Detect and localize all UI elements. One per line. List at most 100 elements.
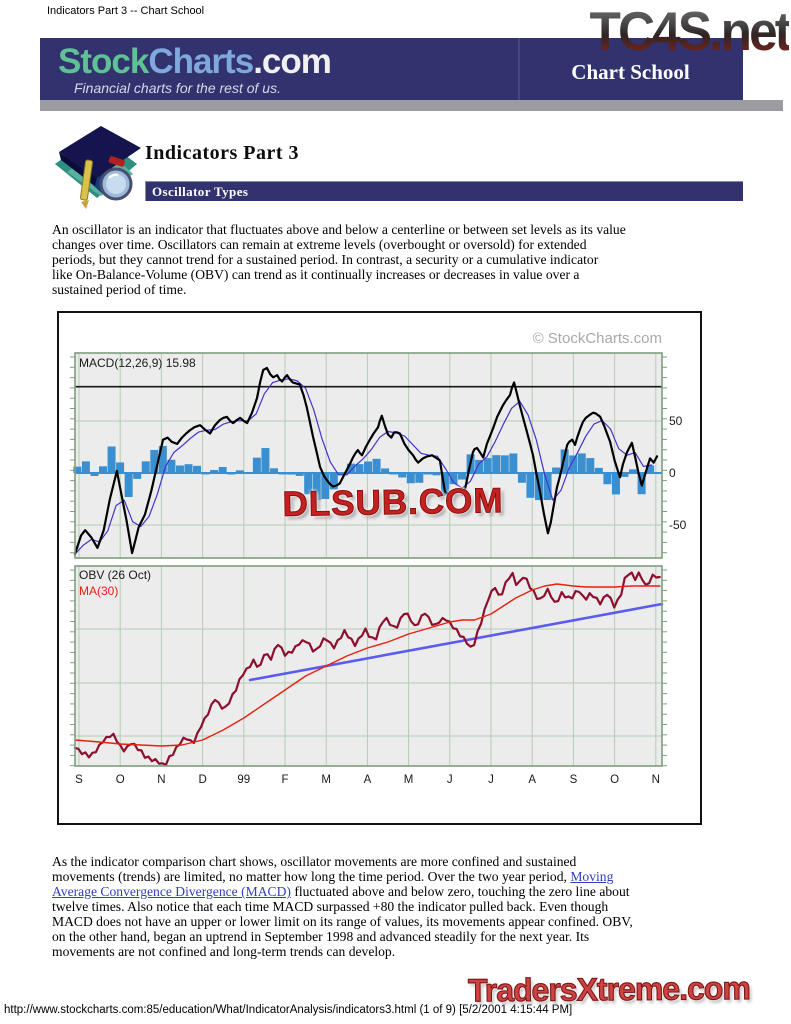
macd-histogram-bar: [526, 473, 535, 498]
macd-histogram-bar: [304, 473, 313, 495]
banner-divider: [518, 38, 520, 100]
x-axis-month-label: O: [610, 774, 619, 786]
macd-histogram-bar: [406, 473, 415, 484]
macd-histogram-bar: [346, 463, 355, 473]
page-title: Indicators Part 3: [145, 142, 300, 164]
macd-histogram-bar: [184, 464, 193, 473]
macd-histogram-bar: [167, 459, 176, 473]
intro-paragraph-text: An oscillator is an indicator that fluct…: [52, 222, 626, 297]
brand-stock: Stock: [58, 42, 149, 81]
macd-line: [73, 366, 659, 556]
macd-y-tick-label: -50: [669, 518, 687, 532]
macd-histogram-bar: [577, 453, 586, 473]
macd-histogram-bar: [475, 459, 484, 473]
obv-trendline: [248, 602, 664, 682]
tradersxtreme-watermark-logo: TradersXtreme.com: [467, 969, 750, 1009]
indicator-comparison-chart: © StockCharts.com MACD(12,26,9) 15.98 OBV …: [57, 311, 702, 825]
macd-histogram-bar: [629, 469, 638, 473]
graduation-cap-illustration: [45, 112, 145, 215]
macd-histogram-bar: [364, 461, 373, 473]
macd-y-tick-label: 0: [669, 466, 676, 480]
macd-histogram-bar: [560, 449, 569, 473]
x-axis-month-label: S: [75, 774, 83, 786]
x-axis-month-label: N: [157, 774, 165, 786]
macd-histogram-bar: [415, 473, 424, 483]
x-axis-month-label: N: [652, 774, 660, 786]
macd-histogram-bar: [500, 455, 509, 473]
macd-histogram-bar: [432, 473, 441, 476]
analysis-paragraph-text-post: fluctuated above and below zero, touchin…: [52, 884, 633, 959]
x-axis-month-label: M: [321, 774, 331, 786]
macd-histogram-bar: [329, 473, 338, 490]
macd-histogram-bar: [269, 468, 278, 473]
stockcharts-logo: StockCharts.com: [58, 42, 332, 82]
section-heading-bar: Oscillator Types: [145, 181, 743, 201]
macd-histogram-bar: [569, 455, 578, 473]
macd-histogram-bar: [107, 446, 116, 473]
x-axis-month-label: O: [116, 774, 125, 786]
macd-histogram-bar: [517, 473, 526, 483]
macd-histogram-bar: [193, 465, 202, 473]
brand-tagline: Financial charts for the rest of us.: [74, 80, 281, 96]
macd-y-tick-label: 50: [669, 414, 683, 428]
macd-histogram-bar: [321, 473, 330, 499]
macd-histogram-bar: [98, 466, 107, 473]
x-axis-month-label: S: [570, 774, 578, 786]
macd-histogram-bar: [295, 473, 304, 476]
tc4s-watermark-logo: TC4S.net: [589, 1, 791, 63]
macd-histogram-bar: [603, 473, 612, 485]
x-axis-month-label: 99: [237, 774, 250, 786]
macd-histogram-bar: [552, 467, 561, 473]
x-axis-month-label: J: [447, 774, 453, 786]
macd-histogram-bar: [381, 468, 390, 473]
stockcharts-copyright: © StockCharts.com: [533, 330, 662, 347]
panel-background: [75, 566, 662, 766]
macd-article-link[interactable]: Moving Average Convergence Divergence (M…: [52, 869, 614, 899]
macd-legend: MACD(12,26,9) 15.98: [79, 356, 196, 370]
macd-histogram-bar: [458, 473, 467, 480]
macd-histogram-bar: [355, 464, 364, 473]
macd-obv-chart-canvas: © StockCharts.com MACD(12,26,9) 15.98 OBV …: [70, 330, 687, 786]
macd-histogram-bar: [312, 473, 321, 501]
obv-legend: OBV (26 Oct): [79, 568, 151, 582]
banner-gray-strip: [40, 100, 783, 111]
macd-histogram-bar: [150, 449, 159, 473]
panel-border: [74, 565, 663, 767]
x-axis-month-label: J: [488, 774, 494, 786]
macd-histogram-bar: [261, 448, 270, 473]
dlsub-watermark: DLSUB.COM: [282, 481, 505, 525]
macd-histogram-bar: [440, 473, 449, 496]
brand-charts: Charts: [148, 42, 254, 81]
macd-histogram-bar: [90, 473, 99, 477]
macd-histogram-bar: [116, 462, 125, 473]
x-axis-month-label: A: [364, 774, 372, 786]
document-header-title: Indicators Part 3 -- Chart School: [47, 5, 205, 17]
obv-ma30-line: [74, 583, 661, 747]
obv-line: [73, 571, 661, 767]
panel-border: [74, 352, 663, 559]
section-heading-label: Oscillator Types: [152, 184, 249, 199]
intro-paragraph: An oscillator is an indicator that fluct…: [52, 222, 764, 297]
macd-histogram-bar: [509, 453, 518, 473]
macd-histogram-bar: [141, 461, 150, 473]
macd-histogram-bar: [81, 461, 90, 473]
macd-histogram-bar: [646, 465, 655, 473]
analysis-paragraph: As the indicator comparison chart shows,…: [52, 854, 764, 959]
macd-histogram-bar: [218, 466, 227, 473]
macd-histogram-bar: [594, 467, 603, 473]
analysis-paragraph-text-pre: As the indicator comparison chart shows,…: [52, 854, 577, 884]
macd-histogram-bar: [492, 455, 501, 473]
macd-histogram-bar: [133, 473, 142, 479]
graduation-cap-icon: [55, 126, 141, 209]
macd-histogram-bar: [73, 466, 82, 473]
macd-histogram-bar: [158, 445, 167, 473]
x-axis-month-label: D: [198, 774, 206, 786]
macd-histogram-bar: [124, 473, 133, 498]
ma30-legend: MA(30): [79, 584, 118, 598]
macd-histogram-bar: [543, 473, 552, 501]
x-axis-month-label: F: [281, 774, 288, 786]
brand-com: .com: [253, 42, 332, 81]
macd-histogram-bar: [483, 458, 492, 473]
banner-section-label: Chart School: [571, 60, 690, 84]
macd-histogram-bar: [372, 458, 381, 473]
